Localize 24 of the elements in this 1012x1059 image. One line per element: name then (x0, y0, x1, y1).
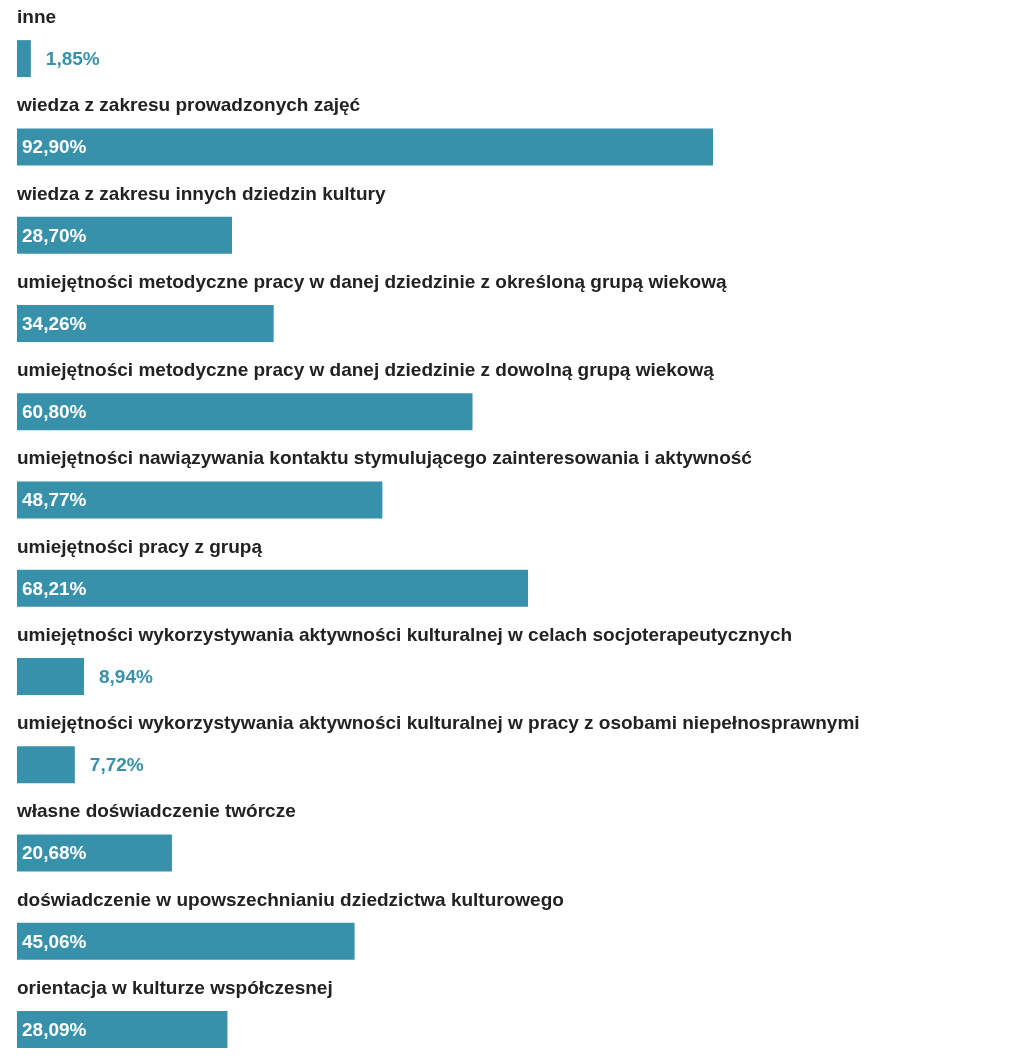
data-label: 34,26% (22, 312, 87, 334)
y-tick-label: umiejętności wykorzystywania aktywności kulturalnej w celach socjoterapeutycznych (17, 623, 793, 645)
y-tick-label: umiejętności pracy z grupą (17, 535, 263, 557)
data-label: 8,94% (98, 665, 153, 687)
y-tick-label: umiejętności metodyczne pracy w danej dziedzinie z dowolną grupą wiekową (17, 359, 715, 381)
y-tick-label: orientacja w kulturze współczesnej (17, 976, 333, 998)
y-tick-label: umiejętności metodyczne pracy w danej dziedzinie z określoną grupą wiekową (17, 270, 727, 292)
y-tick-label: własne doświadczenie twórcze (16, 800, 296, 822)
data-label: 28,70% (22, 224, 87, 246)
y-tick-label: umiejętności wykorzystywania aktywności kulturalnej w pracy z osobami niepełnosprawnymi (17, 712, 860, 734)
data-label: 60,80% (22, 401, 87, 423)
data-label: 28,09% (22, 1018, 87, 1040)
data-label: 68,21% (22, 577, 87, 599)
data-label: 45,06% (22, 930, 87, 952)
y-tick-label: doświadczenie w upowszechnianiu dziedzictwa kulturowego (17, 888, 564, 910)
y-tick-label: wiedza z zakresu innych dziedzin kultury (16, 182, 386, 204)
data-label: 48,77% (22, 489, 87, 511)
y-tick-label: wiedza z zakresu prowadzonych zajęć (16, 94, 361, 116)
data-label: 1,85% (45, 48, 100, 70)
y-tick-label: umiejętności nawiązywania kontaktu stymulującego zainteresowania i aktywność (17, 447, 753, 469)
data-label: 7,72% (89, 754, 144, 776)
data-label: 92,90% (22, 136, 87, 158)
y-tick-label: inne (17, 6, 57, 28)
data-label: 20,68% (22, 842, 87, 864)
